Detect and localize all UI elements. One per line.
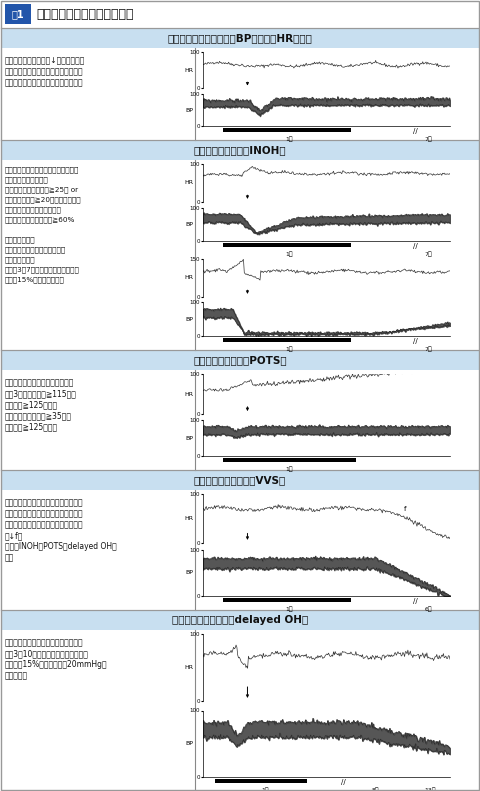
Text: 起立直後平均血圧低下≧60%: 起立直後平均血圧低下≧60% [5, 216, 75, 222]
Text: 人は起立すると（図中↓）一過性の血: 人は起立すると（図中↓）一過性の血 [5, 56, 85, 65]
Text: HR: HR [184, 516, 193, 521]
Text: 起立性調節障害のサブタイプ: 起立性調節障害のサブタイプ [36, 7, 133, 21]
Text: 起立後血圧回復時間≧25秒 or: 起立後血圧回復時間≧25秒 or [5, 186, 78, 193]
Text: 軽症型（上段）: 軽症型（上段） [5, 236, 36, 243]
Text: BP: BP [186, 570, 193, 576]
Text: 体位性頻脈症候群（POTS）: 体位性頻脈症候群（POTS） [193, 355, 287, 365]
Text: 7分: 7分 [424, 136, 432, 142]
Text: 1分: 1分 [286, 346, 293, 351]
Text: 1分: 1分 [261, 787, 269, 791]
Text: 7分: 7分 [424, 346, 432, 351]
Text: 6分: 6分 [424, 606, 432, 611]
Text: 起立中に突然に収縮期と拡張期の血圧: 起立中に突然に収縮期と拡張期の血圧 [5, 498, 84, 507]
Text: BP: BP [186, 108, 193, 112]
Text: 健常者の起立時　血圧（BP）心拍（HR）反応: 健常者の起立時 血圧（BP）心拍（HR）反応 [168, 33, 312, 43]
Text: （重症≧125／分）: （重症≧125／分） [5, 400, 58, 409]
Text: 1分: 1分 [286, 466, 293, 471]
Bar [1, 350, 479, 370]
Bar [223, 243, 351, 247]
Text: 起立3〜10分を経過して収縮期血圧が: 起立3〜10分を経過して収縮期血圧が [5, 649, 89, 658]
Bar [0, 0, 480, 28]
Bar [1, 140, 479, 160]
Text: 圧低下を生ずるが，直ちに回復しその: 圧低下を生ずるが，直ちに回復しその [5, 67, 84, 76]
Text: 重症はINOH，POTS，delayed OHを: 重症はINOH，POTS，delayed OHを [5, 542, 117, 551]
Text: f: f [404, 505, 407, 512]
Text: HR: HR [184, 665, 193, 670]
Text: （重症≧125／分）: （重症≧125／分） [5, 422, 58, 431]
Text: 起立3分以後心拍数≧115／分: 起立3分以後心拍数≧115／分 [5, 389, 77, 398]
Text: //: // [413, 243, 418, 249]
Text: HR: HR [184, 68, 193, 73]
Bar [223, 128, 351, 132]
Text: または，心拍数増加≧35／分: または，心拍数増加≧35／分 [5, 411, 72, 420]
Text: 遅延性起立性低血圧（delayed OH）: 遅延性起立性低血圧（delayed OH） [172, 615, 308, 625]
Text: 低下ならびに起立失調症状が出現し，: 低下ならびに起立失調症状が出現し， [5, 509, 84, 518]
Text: BP: BP [186, 221, 193, 227]
Text: 連続血圧測定装置で求めた: 連続血圧測定装置で求めた [5, 206, 62, 213]
Text: HR: HR [184, 180, 193, 185]
Text: 復の遅延が認められる: 復の遅延が認められる [5, 176, 49, 183]
Text: HR: HR [184, 392, 193, 396]
Text: 7分: 7分 [424, 251, 432, 256]
Text: 伴う: 伴う [5, 553, 14, 562]
Text: BP: BP [186, 316, 193, 322]
Bar [5, 4, 31, 24]
Bar [1, 470, 479, 490]
Text: //: // [413, 128, 418, 134]
Text: 1分: 1分 [286, 606, 293, 611]
Text: 血管迷走神経性失神（VVS）: 血管迷走神経性失神（VVS） [194, 475, 286, 485]
Text: 後は臥位よりやや高い血圧で安定する: 後は臥位よりやや高い血圧で安定する [5, 78, 84, 87]
Text: //: // [413, 598, 418, 604]
Bar [216, 779, 307, 783]
Text: 1分: 1分 [286, 251, 293, 256]
Text: //: // [341, 779, 346, 785]
Text: 13分: 13分 [424, 787, 436, 791]
Text: 起立直後性低血圧（INOH）: 起立直後性低血圧（INOH） [194, 145, 286, 155]
Bar [223, 458, 356, 462]
Bar [1, 28, 479, 48]
Text: 8分: 8分 [372, 787, 380, 791]
Bar [223, 338, 351, 342]
Text: 位時の15%以上を持続する: 位時の15%以上を持続する [5, 276, 65, 282]
Text: 起立直後に強い血圧低下および血圧回: 起立直後に強い血圧低下および血圧回 [5, 166, 79, 172]
Text: 起立直後の血圧心拍は正常であるが，: 起立直後の血圧心拍は正常であるが， [5, 638, 84, 647]
Text: BP: BP [186, 436, 193, 441]
Text: HR: HR [184, 275, 193, 280]
Text: 起立後3〜7分に収縮期血圧低下が臥: 起立後3〜7分に収縮期血圧低下が臥 [5, 266, 80, 273]
Text: //: // [413, 338, 418, 344]
Text: 1分: 1分 [286, 136, 293, 142]
Text: 血圧低下を伴わず心拍増加が強い: 血圧低下を伴わず心拍増加が強い [5, 378, 74, 387]
Text: 重症型（下段）: 重症型（下段） [5, 256, 36, 263]
Text: 中↓f）: 中↓f） [5, 531, 24, 540]
Bar [223, 598, 351, 602]
Text: BP: BP [186, 741, 193, 746]
Text: 図1: 図1 [12, 9, 24, 19]
Bar [1, 610, 479, 630]
Text: 血圧回復時間≧20秒かつ非侵襲的: 血圧回復時間≧20秒かつ非侵襲的 [5, 196, 82, 202]
Text: 意識低下や意識消失発作を生ずる（図: 意識低下や意識消失発作を生ずる（図 [5, 520, 84, 529]
Text: 起立中に血圧は徐々に回復する: 起立中に血圧は徐々に回復する [5, 246, 66, 252]
Text: 上低下する: 上低下する [5, 671, 28, 680]
Text: 臥位時の15%以上，または20mmHg以: 臥位時の15%以上，または20mmHg以 [5, 660, 108, 669]
